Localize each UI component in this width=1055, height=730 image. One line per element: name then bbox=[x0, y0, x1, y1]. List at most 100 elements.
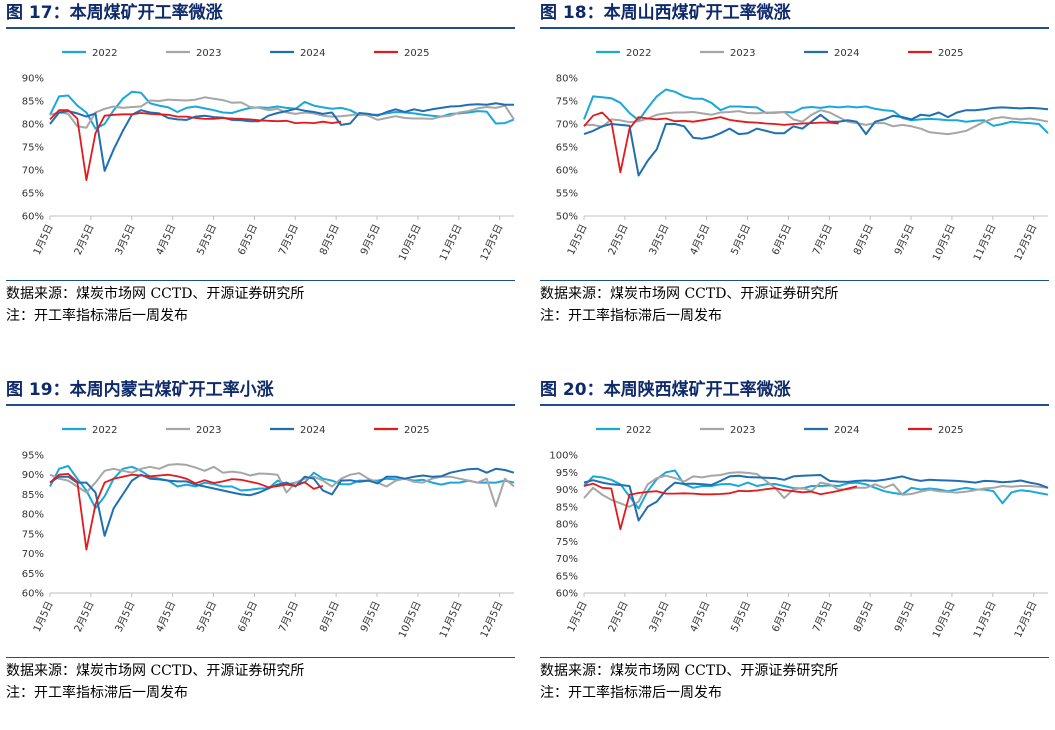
series-line-2023 bbox=[583, 471, 1049, 508]
y-tick-label: 65% bbox=[556, 143, 578, 154]
x-tick-label: 1月5日 bbox=[565, 599, 590, 634]
x-tick-label: 3月5日 bbox=[647, 599, 672, 634]
series-line-2022 bbox=[583, 88, 1049, 134]
x-tick-label: 11月5日 bbox=[971, 599, 998, 640]
legend-label-2025: 2025 bbox=[938, 425, 963, 436]
legend-label-2023: 2023 bbox=[196, 48, 221, 59]
lag-note: 注：开工率指标滞后一周发布 bbox=[6, 308, 188, 324]
source-note: 数据来源：煤炭市场网 CCTD、开源证券研究所 bbox=[6, 286, 305, 302]
series-line-2025 bbox=[583, 111, 839, 174]
y-tick-label: 100% bbox=[549, 451, 578, 462]
x-tick-label: 1月5日 bbox=[31, 222, 56, 257]
x-tick-label: 7月5日 bbox=[810, 599, 835, 634]
x-tick-label: 9月5日 bbox=[358, 599, 383, 634]
y-tick-label: 90% bbox=[556, 485, 578, 496]
source-note: 数据来源：煤炭市场网 CCTD、开源证券研究所 bbox=[6, 663, 305, 679]
x-tick-label: 3月5日 bbox=[113, 599, 138, 634]
legend-label-2023: 2023 bbox=[730, 425, 755, 436]
y-tick-label: 60% bbox=[556, 589, 578, 600]
x-tick-label: 12月5日 bbox=[478, 222, 505, 263]
series-line-2024 bbox=[583, 474, 1049, 522]
legend-label-2022: 2022 bbox=[92, 48, 117, 59]
x-tick-label: 12月5日 bbox=[1012, 222, 1039, 263]
legend-label-2024: 2024 bbox=[300, 48, 325, 59]
y-tick-label: 90% bbox=[22, 470, 44, 481]
legend-label-2024: 2024 bbox=[300, 425, 325, 436]
series-line-2024 bbox=[49, 102, 514, 172]
series-line-2023 bbox=[49, 96, 515, 129]
figure-title: 图 20：本周陕西煤矿开工率微涨 bbox=[540, 380, 791, 400]
y-tick-label: 65% bbox=[22, 569, 44, 580]
y-tick-label: 60% bbox=[22, 212, 44, 223]
title-divider bbox=[6, 404, 515, 406]
x-tick-label: 8月5日 bbox=[317, 599, 342, 634]
y-tick-label: 60% bbox=[22, 589, 44, 600]
x-tick-label: 5月5日 bbox=[195, 222, 220, 257]
y-tick-label: 75% bbox=[22, 529, 44, 540]
series-line-2025 bbox=[49, 109, 342, 182]
x-tick-label: 9月5日 bbox=[358, 222, 383, 257]
y-tick-label: 80% bbox=[556, 520, 578, 531]
series-line-2022 bbox=[49, 465, 515, 510]
x-tick-label: 6月5日 bbox=[769, 222, 794, 257]
legend-label-2022: 2022 bbox=[626, 48, 651, 59]
x-tick-label: 2月5日 bbox=[606, 222, 631, 257]
x-tick-label: 2月5日 bbox=[606, 599, 631, 634]
figure-title: 图 17：本周煤矿开工率微涨 bbox=[6, 3, 223, 23]
y-tick-label: 70% bbox=[556, 554, 578, 565]
x-tick-label: 6月5日 bbox=[769, 599, 794, 634]
y-tick-label: 80% bbox=[556, 74, 578, 85]
x-tick-label: 6月5日 bbox=[235, 222, 260, 257]
series-line-2025 bbox=[49, 473, 324, 551]
bottom-divider bbox=[540, 657, 1049, 658]
legend-label-2025: 2025 bbox=[404, 425, 429, 436]
title-divider bbox=[540, 404, 1049, 406]
x-tick-label: 7月5日 bbox=[276, 599, 301, 634]
x-tick-label: 3月5日 bbox=[647, 222, 672, 257]
y-tick-label: 50% bbox=[556, 212, 578, 223]
y-tick-label: 60% bbox=[556, 166, 578, 177]
panel-fig19: 图 19：本周内蒙古煤矿开工率小涨 2022 2023 2024 2025 60% 65%… bbox=[0, 377, 521, 730]
x-tick-label: 8月5日 bbox=[851, 222, 876, 257]
bottom-divider bbox=[6, 657, 515, 658]
x-tick-label: 7月5日 bbox=[276, 222, 301, 257]
y-tick-label: 90% bbox=[22, 74, 44, 85]
x-tick-label: 10月5日 bbox=[930, 599, 957, 640]
legend-label-2023: 2023 bbox=[730, 48, 755, 59]
x-tick-label: 3月5日 bbox=[113, 222, 138, 257]
figure-title: 图 18：本周山西煤矿开工率微涨 bbox=[540, 3, 791, 23]
source-note: 数据来源：煤炭市场网 CCTD、开源证券研究所 bbox=[540, 286, 839, 302]
legend-label-2024: 2024 bbox=[834, 48, 859, 59]
x-tick-label: 10月5日 bbox=[396, 599, 423, 640]
x-tick-label: 11月5日 bbox=[971, 222, 998, 263]
y-tick-label: 95% bbox=[22, 451, 44, 462]
lag-note: 注：开工率指标滞后一周发布 bbox=[540, 685, 722, 701]
y-tick-label: 85% bbox=[22, 490, 44, 501]
chart-area: 2022 2023 2024 2025 50% 55% 60% 65% 70% 75% 80% 1月5… bbox=[556, 48, 1049, 263]
y-tick-label: 85% bbox=[22, 97, 44, 108]
y-tick-label: 80% bbox=[22, 120, 44, 131]
chart-area: 2022 2023 2024 2025 60% 65% 70% 75% 80% 85% 90% 1月5… bbox=[22, 48, 515, 263]
y-tick-label: 65% bbox=[22, 189, 44, 200]
chart-area: 2022 2023 2024 2025 60% 65% 70% 75% 80% 85% 90% 95%… bbox=[549, 425, 1049, 640]
legend-label-2024: 2024 bbox=[834, 425, 859, 436]
legend-label-2025: 2025 bbox=[404, 48, 429, 59]
x-tick-label: 9月5日 bbox=[892, 222, 917, 257]
x-tick-label: 12月5日 bbox=[1012, 599, 1039, 640]
y-tick-label: 70% bbox=[22, 166, 44, 177]
lag-note: 注：开工率指标滞后一周发布 bbox=[6, 685, 188, 701]
y-tick-label: 80% bbox=[22, 510, 44, 521]
series-line-2022 bbox=[49, 90, 515, 130]
figure-title: 图 19：本周内蒙古煤矿开工率小涨 bbox=[6, 380, 274, 400]
bottom-divider bbox=[540, 280, 1049, 281]
x-tick-label: 1月5日 bbox=[565, 222, 590, 257]
x-tick-label: 10月5日 bbox=[396, 222, 423, 263]
bottom-divider bbox=[6, 280, 515, 281]
series-line-2024 bbox=[49, 467, 515, 537]
x-tick-label: 9月5日 bbox=[892, 599, 917, 634]
x-tick-label: 10月5日 bbox=[930, 222, 957, 263]
y-tick-label: 75% bbox=[556, 97, 578, 108]
y-tick-label: 75% bbox=[556, 537, 578, 548]
x-tick-label: 1月5日 bbox=[31, 599, 56, 634]
y-tick-label: 95% bbox=[556, 468, 578, 479]
